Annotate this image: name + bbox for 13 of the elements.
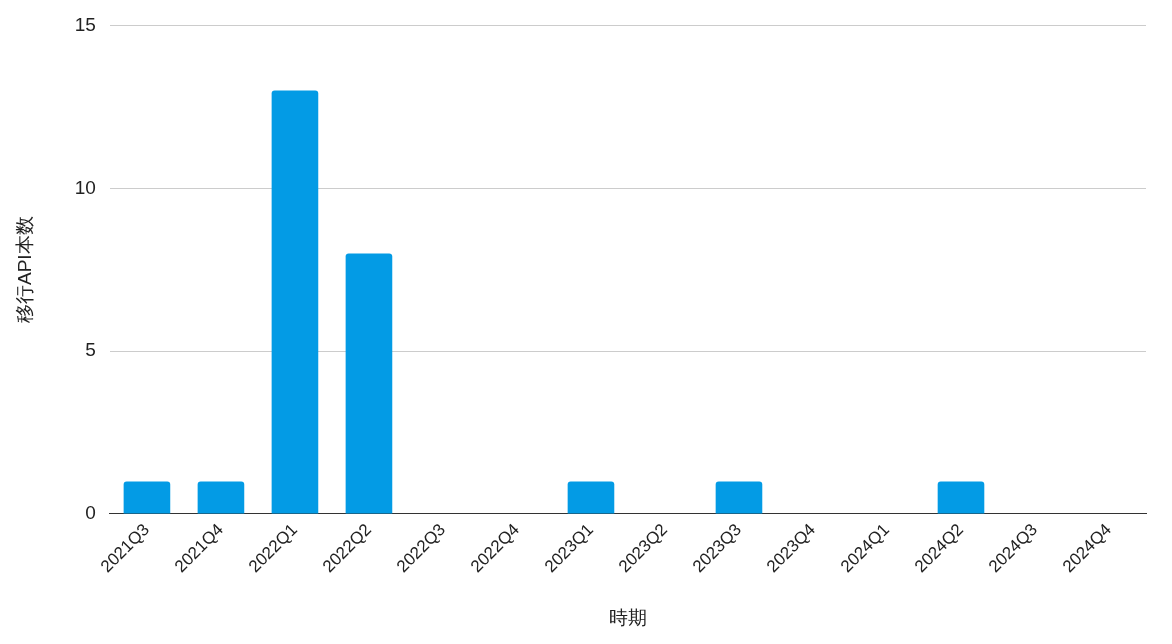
bar: [123, 481, 171, 514]
y-tick-label: 5: [85, 339, 96, 361]
bar: [715, 481, 763, 514]
y-tick-label: 15: [74, 13, 96, 35]
bar: [937, 481, 985, 514]
y-axis-title: 移行API本数: [13, 216, 35, 324]
y-tick-label: 10: [74, 176, 96, 198]
x-axis-title: 時期: [608, 606, 647, 628]
bar: [567, 481, 615, 514]
bar: [197, 481, 245, 514]
bar: [271, 90, 319, 514]
y-tick-label: 0: [85, 502, 96, 524]
bar: [345, 253, 393, 514]
